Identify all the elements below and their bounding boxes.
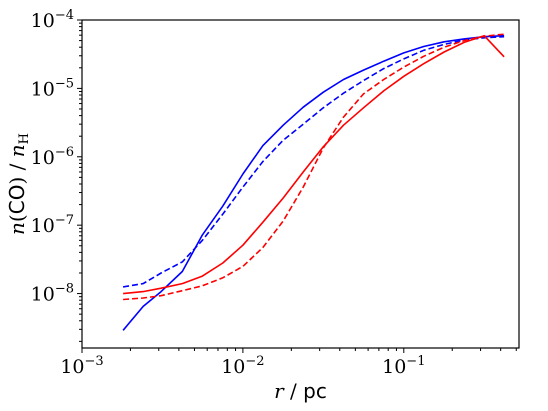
series-line-4 — [123, 33, 505, 301]
y-tick-label-3: 10−6 — [31, 145, 74, 169]
y-tick-label-4: 10−5 — [31, 76, 74, 100]
y-tick-label-2: 10−7 — [31, 213, 74, 237]
y-tick-label-5: 10−4 — [31, 8, 74, 32]
x-tick-label-1: 10−3 — [60, 354, 103, 378]
series-layer — [122, 33, 505, 331]
series-line-3 — [123, 34, 505, 295]
plot-frame — [81, 19, 520, 349]
x-tick-label-3: 10−1 — [382, 354, 425, 378]
x-tick-label-2: 10−2 — [221, 354, 264, 378]
ticks-layer: 10−3 10−2 10−1 10−8 10−7 10−6 10−5 10−4 — [31, 8, 517, 378]
series-line-2 — [122, 35, 505, 288]
y-axis-label: n(CO) / nH — [5, 133, 32, 235]
series-line-1 — [122, 34, 505, 331]
x-axis-label: r / pc — [274, 379, 327, 403]
y-tick-label-1: 10−8 — [31, 282, 74, 306]
